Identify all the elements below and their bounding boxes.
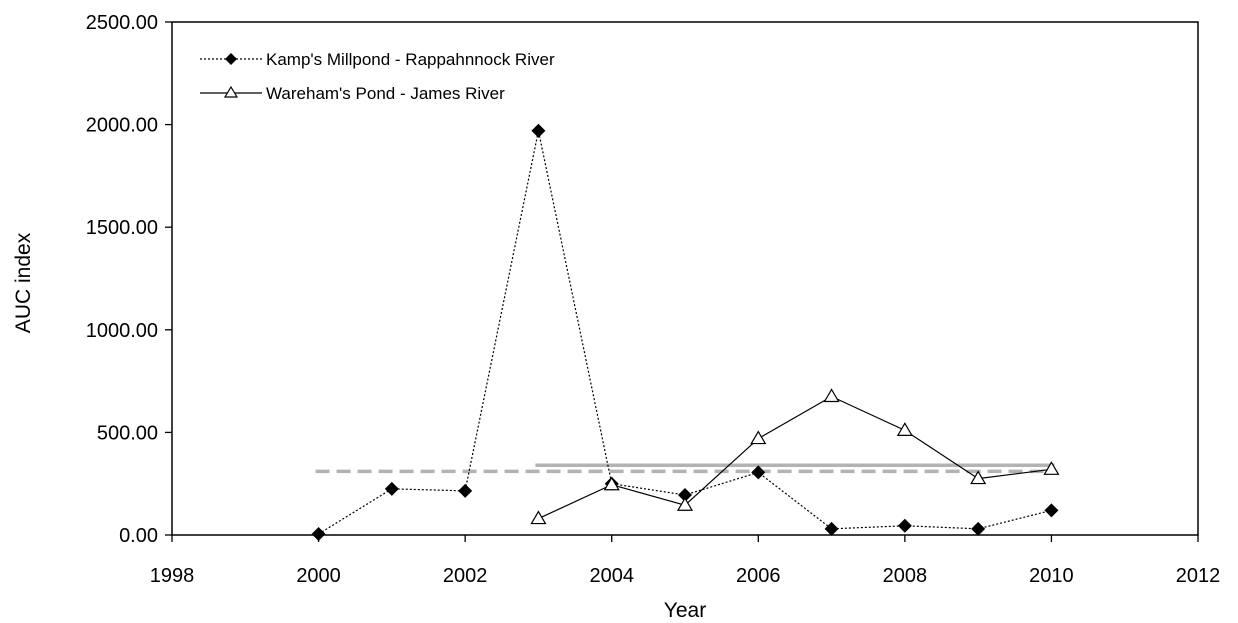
data-point-triangle: [823, 388, 840, 403]
data-point-diamond: [1044, 503, 1059, 518]
x-tick-label: 1998: [150, 565, 195, 587]
legend-item-warehams-pond: Wareham's Pond - James River: [200, 84, 505, 103]
legend-triangle-marker: [223, 85, 239, 98]
x-tick-label: 2000: [296, 565, 341, 587]
data-point-diamond: [678, 487, 692, 502]
y-tick-label: 0.00: [119, 525, 158, 547]
data-point-triangle: [896, 422, 913, 436]
data-point-triangle: [676, 497, 694, 511]
y-tick-label: 500.00: [97, 422, 158, 444]
data-point-diamond: [384, 481, 399, 496]
data-point-diamond: [458, 483, 473, 498]
data-point-diamond: [531, 123, 546, 138]
legend: Kamp's Millpond - Rappahnnock River Ware…: [200, 50, 555, 103]
y-tick-label: 2000.00: [86, 115, 158, 137]
x-axis-title: Year: [664, 599, 706, 622]
data-point-triangle: [750, 430, 767, 445]
data-point-diamond: [311, 526, 326, 541]
plot-area: [171, 21, 1199, 536]
series-layer: [311, 123, 1060, 541]
legend-label-kamps-millpond: Kamp's Millpond - Rappahnnock River: [266, 50, 555, 69]
x-tick-label: 2004: [589, 565, 634, 587]
x-tick-label: 2002: [443, 565, 488, 587]
data-point-triangle: [1043, 461, 1060, 475]
data-point-diamond: [897, 518, 912, 533]
y-tick-label: 1500.00: [86, 217, 158, 239]
data-point-diamond: [751, 465, 766, 480]
data-point-diamond: [971, 521, 986, 536]
data-point-diamond: [824, 521, 839, 536]
legend-label-warehams-pond: Wareham's Pond - James River: [266, 84, 505, 103]
y-tick-label: 1000.00: [86, 320, 158, 342]
data-point-triangle: [603, 476, 620, 491]
data-point-triangle: [970, 470, 987, 485]
data-point-triangle: [530, 510, 547, 525]
x-tick-label: 2008: [883, 565, 928, 587]
y-axis: 0.00 500.00 1000.00 1500.00 2000.00 2500.00: [86, 12, 172, 547]
x-tick-label: 2010: [1029, 565, 1074, 587]
y-tick-label: 2500.00: [86, 12, 158, 34]
reference-lines: [315, 463, 1055, 474]
x-axis: 1998 2000 2002 2004 2006 2008 2010 2012: [150, 535, 1221, 587]
x-tick-label: 2012: [1176, 565, 1221, 587]
y-axis-title: AUC index: [12, 232, 35, 333]
legend-diamond-marker: [225, 53, 237, 65]
legend-item-kamps-millpond: Kamp's Millpond - Rappahnnock River: [200, 50, 555, 69]
series-line-2: [538, 395, 1052, 520]
x-tick-label: 2006: [736, 565, 781, 587]
